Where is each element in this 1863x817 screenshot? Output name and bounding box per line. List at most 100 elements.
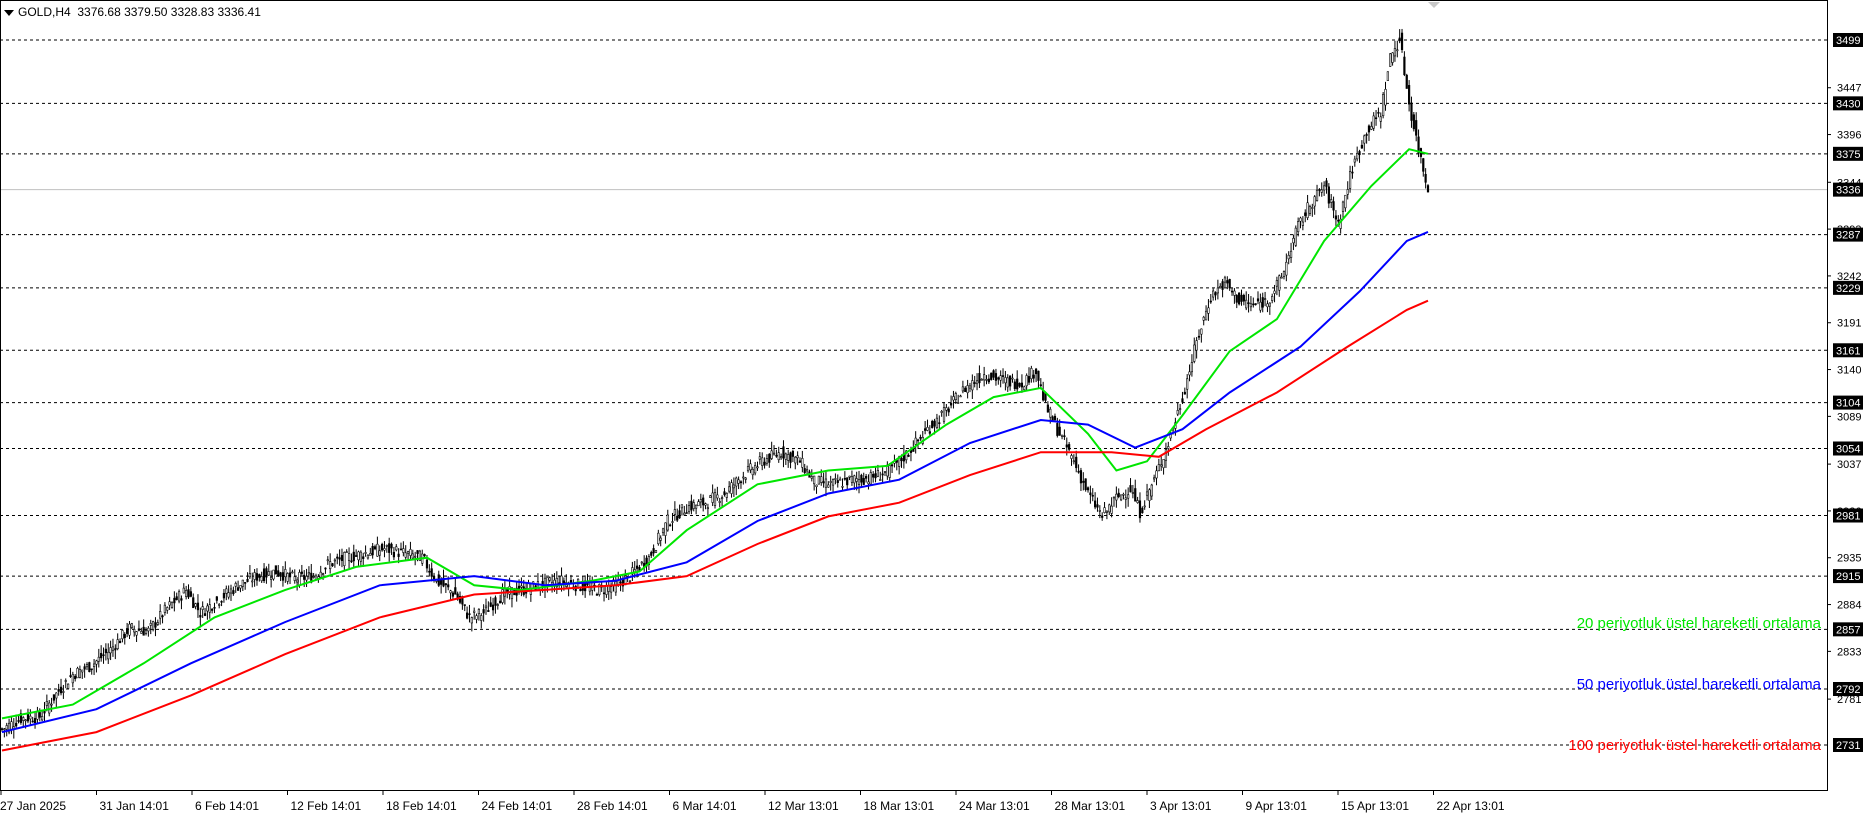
candle-body bbox=[692, 502, 695, 509]
candle-body bbox=[1193, 344, 1196, 362]
chart-header: GOLD,H4 3376.68 3379.50 3328.83 3336.41 bbox=[4, 5, 261, 19]
level-price-label: 3499 bbox=[1836, 35, 1860, 47]
candle-body bbox=[728, 486, 731, 492]
candle-body bbox=[926, 427, 929, 431]
candle-body bbox=[1181, 398, 1184, 403]
x-tick-label: 9 Apr 13:01 bbox=[1246, 799, 1308, 813]
candle-body bbox=[687, 505, 691, 513]
chart-frame bbox=[0, 0, 1828, 791]
x-tick-label: 6 Feb 14:01 bbox=[195, 799, 259, 813]
candle-body bbox=[67, 683, 70, 689]
candle-body bbox=[1009, 375, 1012, 387]
time-axis[interactable]: 27 Jan 2025 31 Jan 14:01 6 Feb 14:01 12 Feb… bbox=[0, 790, 1827, 813]
candle-body bbox=[966, 385, 969, 394]
level-price-box bbox=[1833, 343, 1863, 358]
candle-body bbox=[855, 478, 858, 482]
candle-body bbox=[359, 551, 362, 562]
price-axis[interactable]: 3447339633443293324231913140308930372986… bbox=[1827, 0, 1863, 790]
candle-body bbox=[1325, 180, 1328, 187]
candle-body bbox=[1235, 295, 1238, 303]
candle-body bbox=[749, 463, 752, 471]
ema-100-line[interactable] bbox=[1, 299, 1429, 752]
candle-body bbox=[1377, 112, 1380, 114]
candle-body bbox=[744, 477, 747, 480]
candle-body bbox=[447, 584, 450, 588]
candle-body bbox=[999, 375, 1002, 381]
candle-body bbox=[90, 668, 93, 671]
candle-body bbox=[737, 479, 740, 484]
chart-shift-marker[interactable] bbox=[1428, 2, 1440, 8]
candle-body bbox=[1410, 102, 1413, 121]
candle-body bbox=[810, 476, 813, 479]
candle-body bbox=[274, 565, 277, 575]
candle-body bbox=[17, 720, 20, 722]
candle-body bbox=[831, 479, 835, 486]
candle-body bbox=[331, 563, 334, 567]
legend-ema100: 100 periyotluk üstel hareketli ortalama bbox=[1568, 737, 1821, 754]
candle-body bbox=[1023, 386, 1026, 391]
candle-body bbox=[111, 646, 115, 651]
level-price-label: 2857 bbox=[1836, 624, 1860, 636]
candle-body bbox=[69, 675, 72, 677]
candle-body bbox=[1089, 492, 1092, 496]
ema-50-line[interactable] bbox=[1, 230, 1429, 734]
candle-body bbox=[234, 583, 237, 587]
candle-body bbox=[480, 615, 483, 621]
candle-body bbox=[964, 387, 967, 392]
candle-body bbox=[19, 713, 22, 723]
candle-body bbox=[357, 551, 360, 561]
candle-body bbox=[411, 553, 414, 559]
candle-body bbox=[598, 584, 601, 595]
candle-body bbox=[239, 585, 242, 589]
candle-body bbox=[864, 476, 868, 479]
candle-body bbox=[1063, 435, 1066, 438]
candle-body bbox=[1058, 426, 1061, 436]
candle-body bbox=[1079, 470, 1083, 484]
candle-body bbox=[1223, 277, 1227, 283]
candle-body bbox=[1190, 362, 1194, 373]
level-price-label: 3229 bbox=[1836, 283, 1860, 295]
candle-body bbox=[1214, 292, 1217, 296]
candle-body bbox=[782, 446, 785, 459]
candle-body bbox=[1219, 285, 1222, 289]
candle-body bbox=[1075, 456, 1078, 469]
candle-body bbox=[1006, 377, 1009, 388]
y-tick-label: 2833 bbox=[1837, 646, 1861, 658]
level-price-label: 3375 bbox=[1836, 149, 1860, 161]
candle-body bbox=[1344, 194, 1347, 209]
y-tick-label: 3396 bbox=[1837, 130, 1861, 142]
candle-body bbox=[1337, 219, 1340, 222]
candle-body bbox=[428, 570, 431, 573]
candle-body bbox=[1306, 202, 1309, 218]
candle-body bbox=[780, 456, 783, 459]
candle-body bbox=[1119, 494, 1123, 501]
candle-body bbox=[1212, 290, 1215, 298]
candle-body bbox=[857, 478, 861, 485]
candle-body bbox=[1138, 500, 1142, 519]
candle-body bbox=[128, 623, 131, 636]
candle-body bbox=[192, 597, 195, 609]
candle-body bbox=[300, 571, 303, 574]
candle-body bbox=[916, 439, 920, 442]
candle-body bbox=[225, 588, 228, 594]
candle-body bbox=[761, 457, 764, 466]
candle-body bbox=[614, 581, 617, 593]
candle-body bbox=[846, 477, 849, 486]
candle-body bbox=[768, 453, 771, 463]
candle-body bbox=[1358, 151, 1361, 156]
candle-body bbox=[7, 722, 11, 733]
candle-body bbox=[938, 422, 941, 424]
candle-body bbox=[619, 581, 622, 584]
candle-body bbox=[473, 610, 476, 613]
candle-body bbox=[1266, 303, 1269, 308]
candle-body bbox=[1226, 280, 1229, 284]
ema-20-line[interactable] bbox=[1, 148, 1429, 720]
candle-body bbox=[1278, 275, 1281, 291]
chevron-down-icon[interactable] bbox=[4, 9, 14, 16]
candle-body bbox=[683, 512, 686, 516]
level-price-label: 2915 bbox=[1836, 571, 1860, 583]
plot-border bbox=[0, 0, 1828, 791]
candle-body bbox=[1070, 455, 1073, 459]
